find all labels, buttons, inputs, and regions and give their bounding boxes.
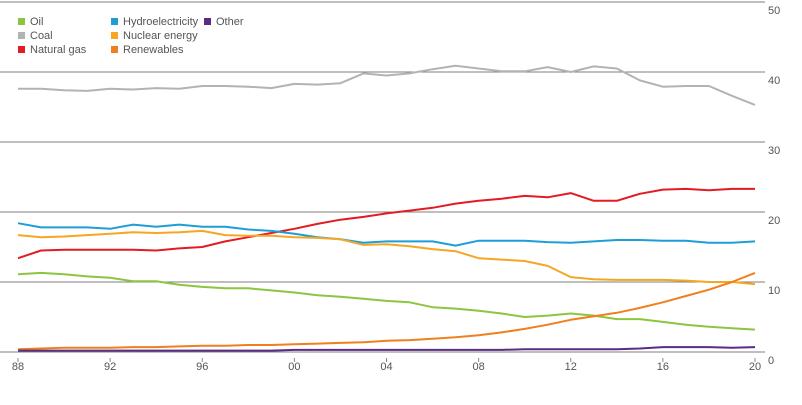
series-line [18, 64, 756, 106]
x-tick-label: 88 [12, 361, 24, 373]
series-line [17, 229, 756, 286]
legend-swatch [18, 32, 25, 39]
series-line [17, 222, 756, 247]
y-tick-label: 0 [768, 355, 774, 367]
y-tick-label: 50 [768, 5, 780, 17]
x-tick-label: 12 [565, 361, 577, 373]
x-tick-label: 00 [288, 361, 300, 373]
y-tick-label: 20 [768, 215, 780, 227]
x-tick-label: 04 [380, 361, 392, 373]
legend-swatch [18, 18, 25, 25]
y-tick-label: 30 [768, 145, 780, 157]
y-tick-label: 40 [768, 75, 780, 87]
x-tick-label: 92 [104, 361, 116, 373]
x-tick-label: 16 [657, 361, 669, 373]
legend-swatch [111, 18, 118, 25]
legend-label: Renewables [123, 44, 184, 56]
x-tick-label: 96 [196, 361, 208, 373]
legend-label: Other [216, 16, 244, 28]
legend-swatch [18, 46, 25, 53]
series-line [17, 271, 756, 351]
legend-swatch [204, 18, 211, 25]
legend-label: Natural gas [30, 44, 87, 56]
x-tick-label: 20 [749, 361, 761, 373]
legend-label: Nuclear energy [123, 30, 198, 42]
legend-label: Hydroelectricity [123, 16, 199, 28]
legend-label: Oil [30, 16, 43, 28]
x-tick-label: 08 [473, 361, 485, 373]
series-line [17, 187, 755, 260]
y-tick-label: 10 [768, 285, 780, 297]
legend-label: Coal [30, 30, 53, 42]
series-line [17, 271, 756, 331]
legend-swatch [111, 46, 118, 53]
legend-swatch [111, 32, 118, 39]
series-line [18, 346, 756, 352]
